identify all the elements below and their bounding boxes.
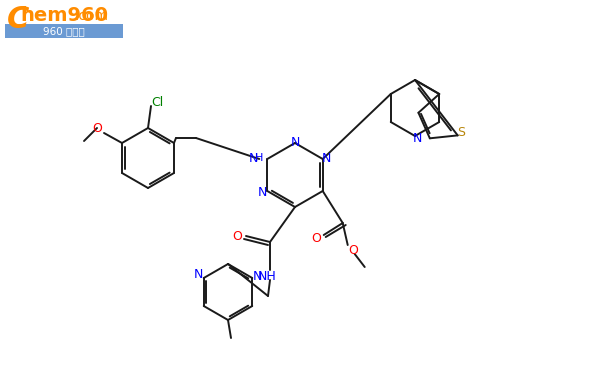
Text: C: C [7, 5, 30, 34]
Text: O: O [348, 244, 358, 258]
Text: N: N [290, 135, 299, 148]
Text: O: O [232, 230, 242, 243]
Text: NH: NH [258, 270, 276, 282]
Text: N: N [413, 132, 422, 144]
Text: S: S [457, 126, 465, 139]
Text: .com: .com [74, 9, 108, 23]
Text: N: N [194, 268, 203, 282]
Text: hem960: hem960 [20, 6, 108, 25]
Text: N: N [252, 270, 262, 284]
FancyBboxPatch shape [5, 24, 123, 38]
Text: N: N [322, 152, 332, 165]
Text: N: N [249, 152, 258, 165]
Text: 960 化工网: 960 化工网 [43, 26, 85, 36]
Text: N: N [258, 186, 267, 198]
Text: O: O [92, 122, 102, 135]
Text: O: O [311, 231, 321, 244]
Text: H: H [255, 153, 263, 163]
Text: Cl: Cl [151, 96, 163, 108]
